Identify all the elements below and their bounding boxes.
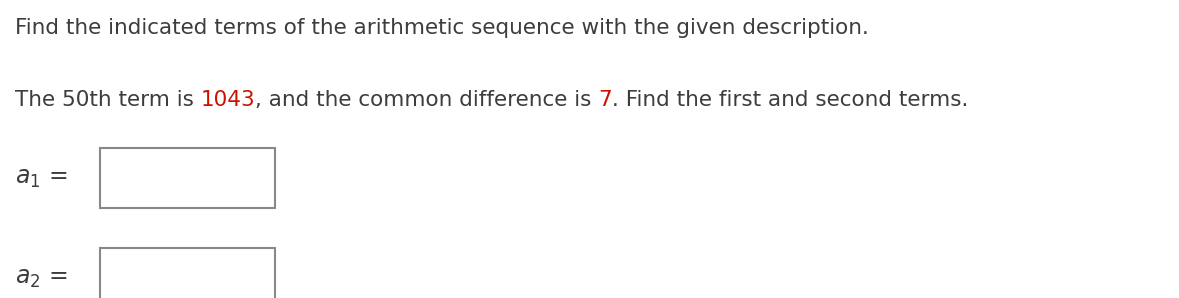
Text: . Find the first and second terms.: . Find the first and second terms.: [612, 90, 969, 110]
Text: $a_2$ =: $a_2$ =: [15, 266, 67, 290]
Text: $a_1$ =: $a_1$ =: [15, 166, 67, 190]
Text: , and the common difference is: , and the common difference is: [256, 90, 599, 110]
Text: The 50th term is: The 50th term is: [15, 90, 200, 110]
Text: Find the indicated terms of the arithmetic sequence with the given description.: Find the indicated terms of the arithmet…: [15, 18, 869, 38]
Text: 1043: 1043: [200, 90, 256, 110]
Text: 7: 7: [599, 90, 612, 110]
